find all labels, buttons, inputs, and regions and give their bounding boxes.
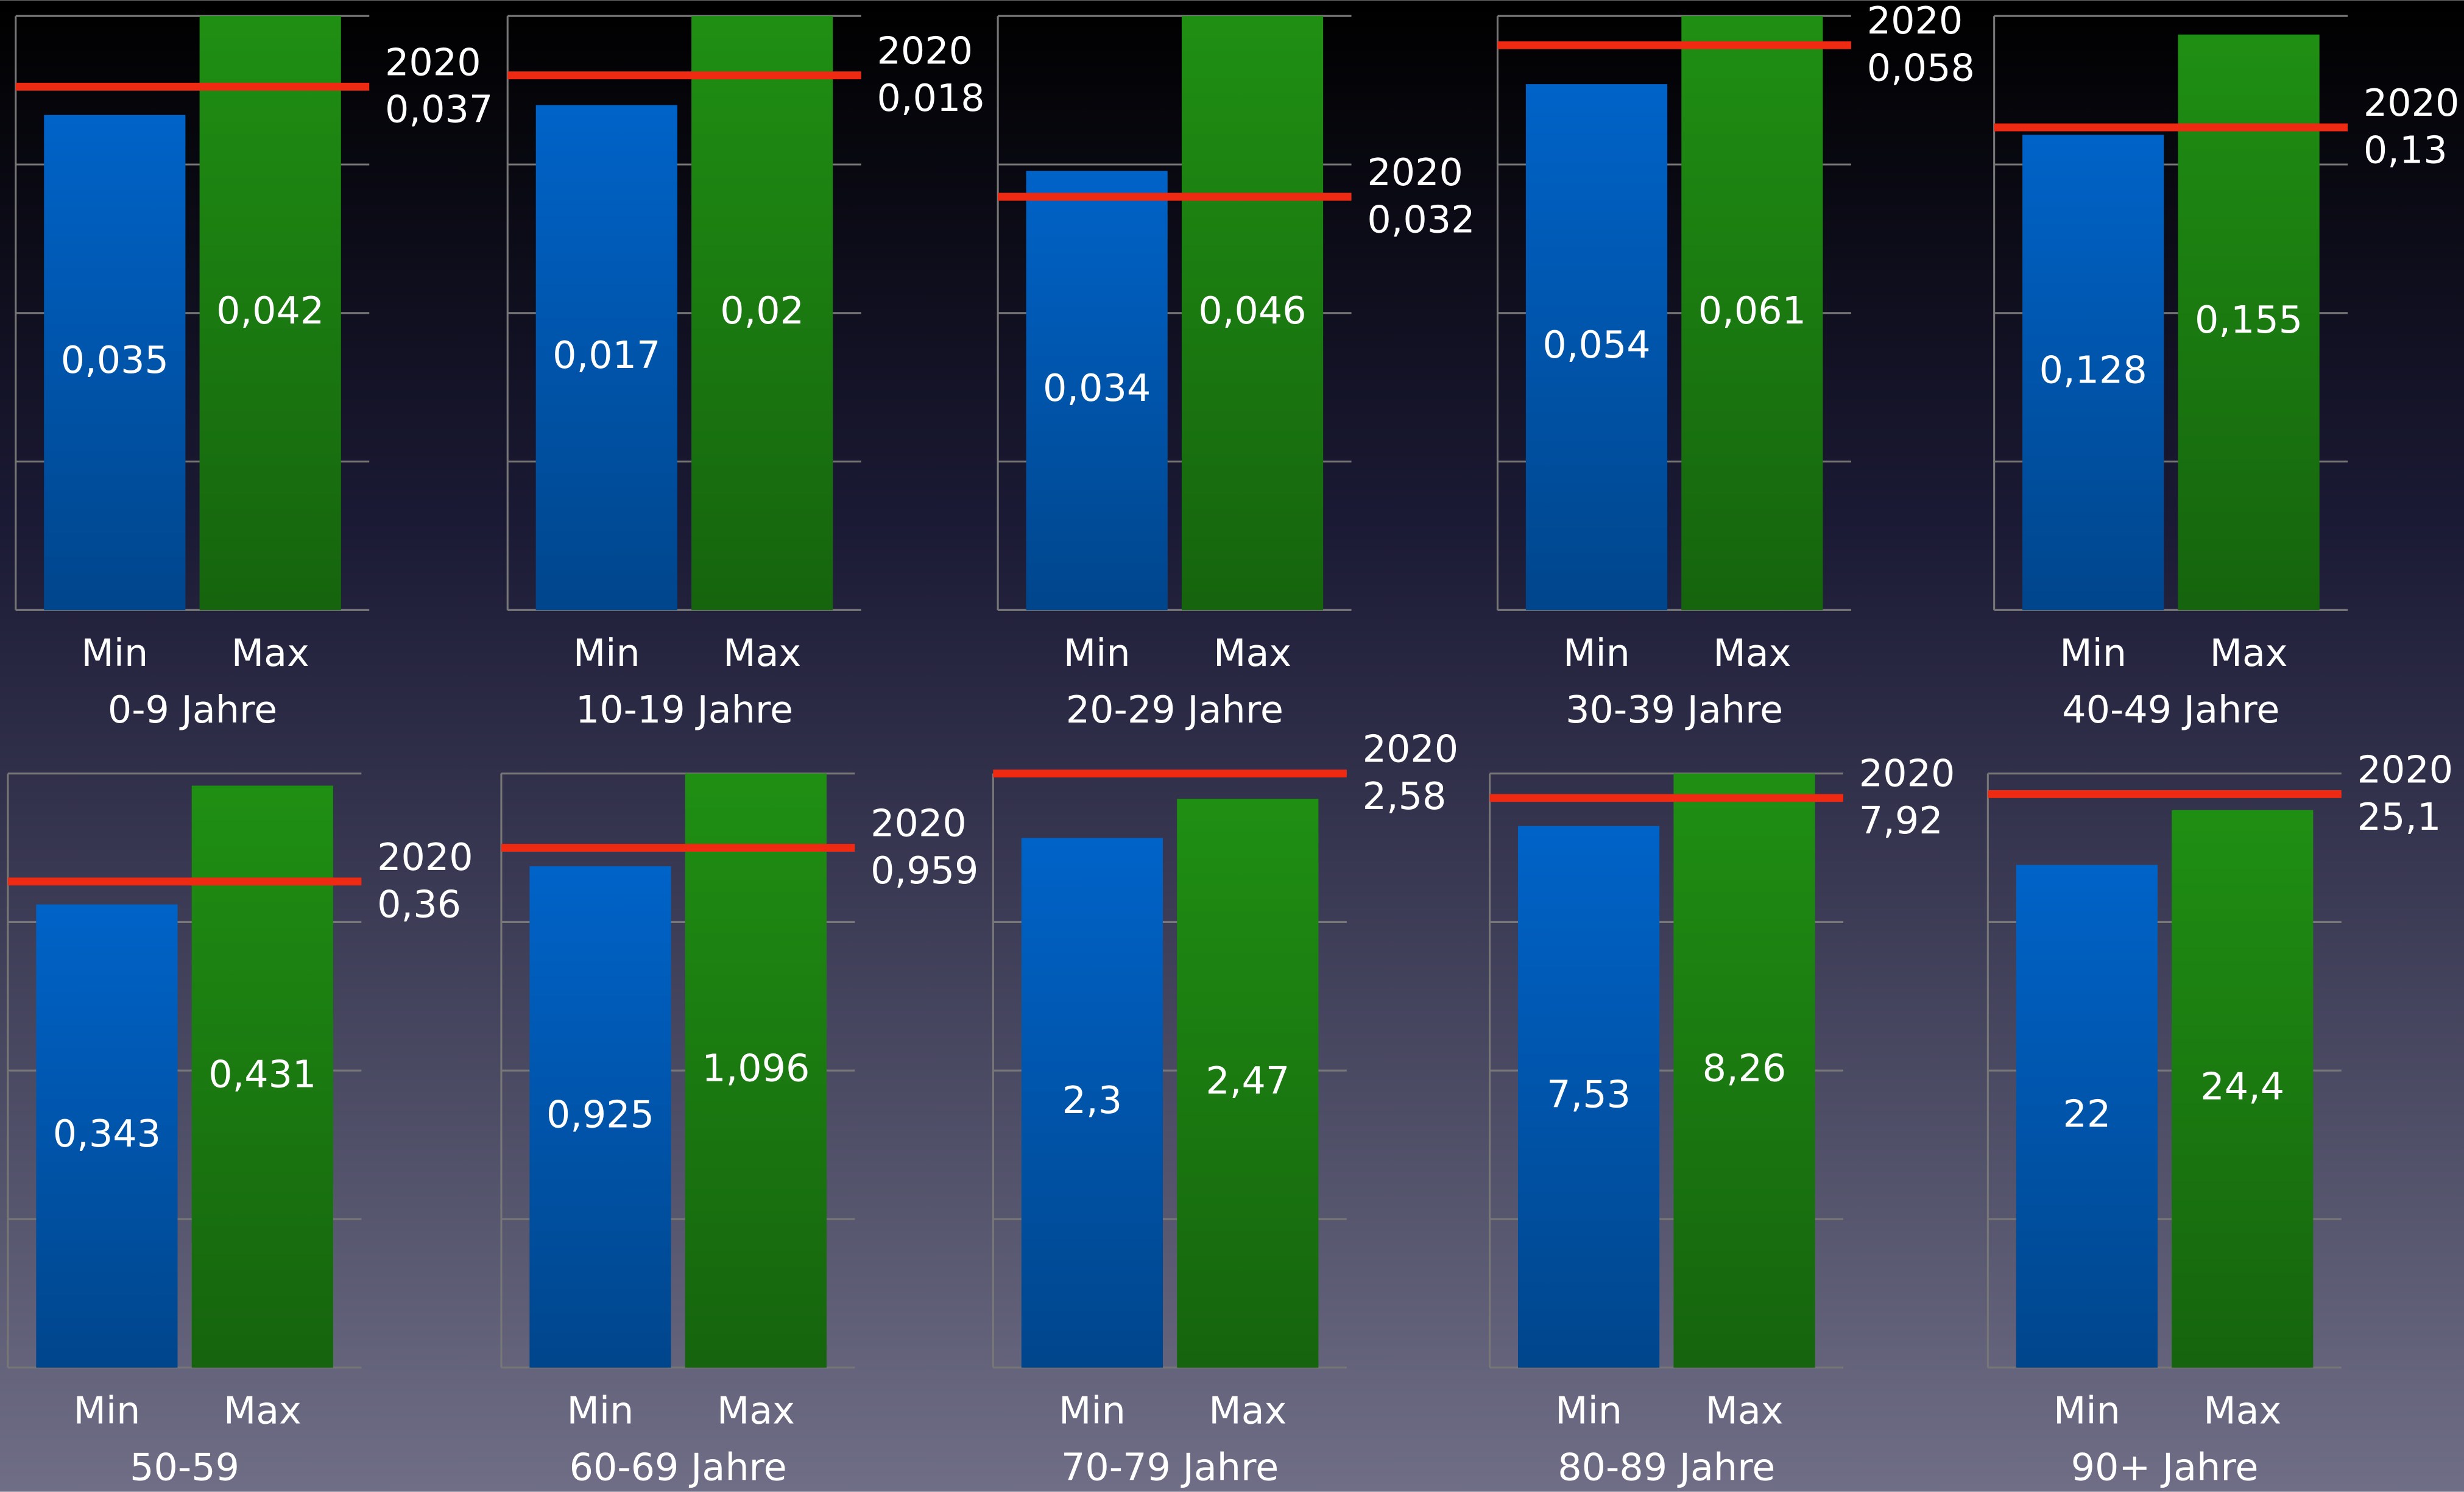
x-tick-label: Max — [231, 631, 309, 675]
reference-name: 2020 — [2357, 748, 2454, 791]
bar-shade — [691, 16, 833, 610]
x-tick-label: Max — [1209, 1389, 1287, 1433]
panel-title: 60-69 Jahre — [570, 1446, 787, 1490]
bar-shade — [1026, 171, 1168, 610]
panel-title: 10-19 Jahre — [576, 688, 793, 732]
panel-title: 80-89 Jahre — [1558, 1446, 1775, 1490]
bar-shade — [44, 115, 186, 610]
reference-name: 2020 — [870, 801, 967, 845]
x-tick-label: Min — [573, 631, 640, 675]
reference-label: 0,959 — [870, 849, 978, 893]
x-tick-label: Min — [1064, 631, 1131, 675]
bar-shade — [1525, 84, 1668, 610]
x-tick-label: Max — [2210, 631, 2288, 675]
x-tick-label: Max — [1713, 631, 1791, 675]
reference-name: 2020 — [877, 29, 973, 73]
bar-shade — [529, 866, 671, 1368]
data-label: 0,343 — [53, 1112, 161, 1156]
bar-shade — [1021, 838, 1163, 1368]
data-label: 0,034 — [1043, 366, 1151, 410]
data-label: 22 — [2063, 1092, 2111, 1136]
bar-shade — [1673, 773, 1815, 1368]
data-label: 2,3 — [1062, 1078, 1122, 1122]
data-label: 0,925 — [546, 1092, 654, 1136]
reference-name: 2020 — [2363, 81, 2460, 125]
panel-title: 50-59 — [130, 1446, 239, 1490]
panel-title: 70-79 Jahre — [1061, 1446, 1279, 1490]
panel-title: 40-49 Jahre — [2062, 688, 2279, 732]
x-tick-label: Max — [224, 1389, 302, 1433]
reference-name: 2020 — [1363, 727, 1459, 771]
x-tick-label: Max — [1705, 1389, 1783, 1433]
bar-shade — [1181, 16, 1324, 610]
x-tick-label: Min — [2060, 631, 2127, 675]
data-label: 0,042 — [216, 289, 324, 333]
data-label: 0,054 — [1542, 323, 1650, 367]
x-tick-label: Min — [73, 1389, 140, 1433]
x-tick-label: Max — [723, 631, 801, 675]
bar-shade — [2022, 135, 2164, 610]
bar-shade — [2172, 810, 2314, 1368]
bar-shade — [2016, 864, 2158, 1368]
x-tick-label: Max — [717, 1389, 795, 1433]
x-tick-label: Min — [81, 631, 148, 675]
data-label: 1,096 — [702, 1046, 810, 1090]
bar-shade — [685, 773, 827, 1368]
data-label: 0,046 — [1198, 289, 1306, 333]
bar-shade — [1177, 799, 1319, 1368]
panel-title: 30-39 Jahre — [1566, 688, 1783, 732]
reference-name: 2020 — [1367, 150, 1463, 194]
bar-shade — [199, 16, 341, 610]
reference-label: 0,018 — [877, 76, 984, 120]
panel-title: 0-9 Jahre — [108, 688, 277, 732]
bar-shade — [36, 904, 178, 1368]
data-label: 7,53 — [1547, 1072, 1631, 1116]
reference-label: 0,037 — [385, 88, 493, 132]
reference-name: 2020 — [385, 40, 481, 84]
data-label: 0,128 — [2039, 348, 2147, 392]
data-label: 0,035 — [61, 338, 169, 382]
reference-label: 25,1 — [2357, 795, 2441, 839]
data-label: 0,155 — [2195, 298, 2303, 342]
x-tick-label: Min — [2053, 1389, 2120, 1433]
x-tick-label: Min — [1555, 1389, 1622, 1433]
reference-label: 0,058 — [1867, 46, 1975, 90]
reference-name: 2020 — [377, 835, 473, 879]
data-label: 0,061 — [1698, 289, 1806, 333]
data-label: 0,02 — [720, 289, 804, 333]
data-label: 24,4 — [2200, 1064, 2284, 1108]
bar-shade — [1518, 826, 1660, 1368]
bar-shade — [535, 105, 677, 610]
x-tick-label: Max — [1213, 631, 1291, 675]
data-label: 0,017 — [552, 333, 660, 377]
x-tick-label: Min — [567, 1389, 634, 1433]
reference-label: 0,36 — [377, 882, 461, 926]
reference-label: 2,58 — [1363, 774, 1447, 818]
data-label: 8,26 — [1703, 1046, 1787, 1090]
data-label: 0,431 — [208, 1052, 316, 1096]
x-tick-label: Min — [1059, 1389, 1126, 1433]
x-tick-label: Min — [1563, 631, 1630, 675]
reference-label: 7,92 — [1859, 799, 1943, 843]
reference-name: 2020 — [1859, 752, 1955, 796]
reference-label: 0,13 — [2363, 128, 2448, 172]
reference-label: 0,032 — [1367, 197, 1475, 241]
bar-shade — [1681, 16, 1823, 610]
panel-title: 90+ Jahre — [2071, 1446, 2259, 1490]
panel-title: 20-29 Jahre — [1066, 688, 1283, 732]
data-label: 2,47 — [1206, 1059, 1290, 1103]
reference-name: 2020 — [1867, 0, 1963, 43]
x-tick-label: Max — [2203, 1389, 2281, 1433]
